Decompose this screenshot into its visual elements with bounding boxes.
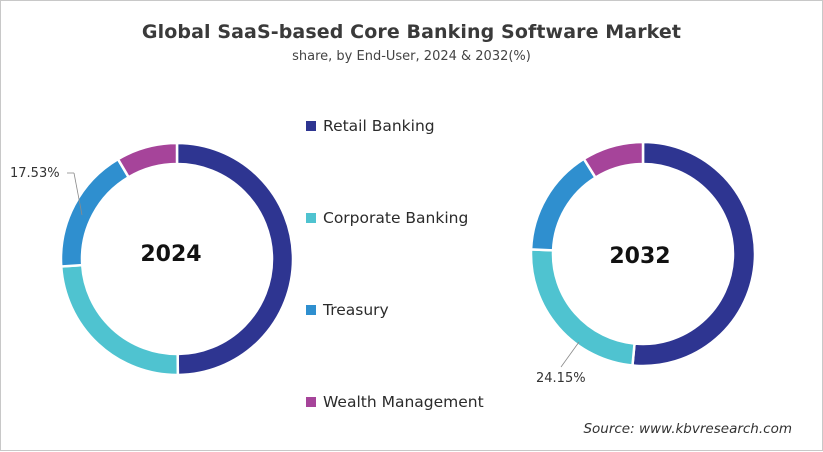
legend-swatch-treasury — [306, 305, 316, 315]
legend-swatch-corporate — [306, 213, 316, 223]
donut-segment-wealth-management — [116, 141, 179, 179]
source-note: Source: www.kbvresearch.com — [583, 421, 792, 437]
data-label-2024-treasury: 17.53% — [10, 166, 60, 181]
data-label-2032-corporate: 24.15% — [536, 371, 586, 386]
donut-segment-wealth-management — [582, 140, 645, 180]
legend-item-corporate-banking: Corporate Banking — [306, 209, 468, 227]
leader-line-2032 — [560, 341, 580, 368]
chart-subtitle: share, by End-User, 2024 & 2032(%) — [292, 49, 531, 64]
legend-item-treasury: Treasury — [306, 301, 389, 319]
donut-segment-corporate-banking — [59, 263, 180, 377]
donut-segment-treasury — [59, 157, 131, 268]
legend-swatch-retail — [306, 121, 316, 131]
chart-title: Global SaaS-based Core Banking Software … — [141, 21, 682, 43]
donut-segment-treasury — [529, 157, 598, 252]
legend-label: Retail Banking — [323, 117, 435, 135]
legend-item-retail-banking: Retail Banking — [306, 117, 435, 135]
center-label-2024: 2024 — [140, 242, 202, 267]
center-label-2032: 2032 — [609, 244, 671, 269]
leader-line-2024-diag — [73, 172, 83, 216]
donut-2024 — [59, 141, 295, 377]
legend-swatch-wealth — [306, 397, 316, 407]
donut-2032 — [529, 140, 757, 368]
donut-segment-retail-banking — [631, 140, 757, 368]
legend-label: Treasury — [323, 301, 389, 319]
legend-item-wealth-management: Wealth Management — [306, 393, 484, 411]
legend-label: Wealth Management — [323, 393, 484, 411]
legend-label: Corporate Banking — [323, 209, 469, 227]
